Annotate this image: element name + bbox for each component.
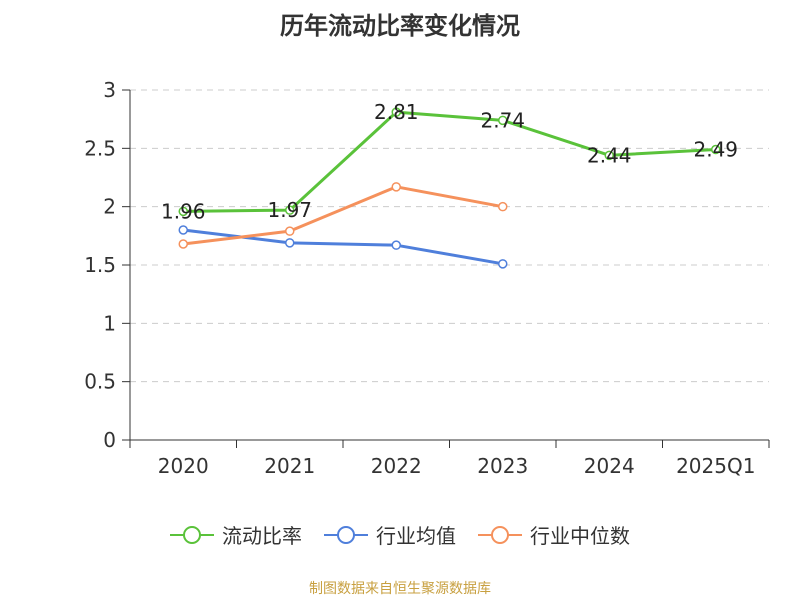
data-point: [391, 107, 401, 117]
data-labels: 1.96 1.97 2.81 2.74 2.44 2.49: [161, 100, 738, 223]
y-tick-label: 0: [103, 428, 116, 452]
data-point: [391, 182, 401, 192]
series-line-0: [183, 110, 716, 213]
data-point: [178, 206, 188, 217]
source-note: 制图数据来自恒生聚源数据库: [309, 581, 491, 597]
y-tick-label: 0.5: [84, 370, 116, 394]
series-line-2: [183, 185, 504, 246]
legend-marker-current-ratio: [170, 525, 214, 544]
chart-title: 历年流动比率变化情况: [280, 12, 520, 40]
data-point: [711, 144, 721, 155]
legend-item-current-ratio[interactable]: 流动比率: [170, 520, 302, 549]
x-tick-label: 2021: [264, 454, 315, 478]
legend-item-industry-mean[interactable]: 行业均值: [324, 520, 456, 549]
series-line-1: [183, 228, 504, 266]
x-tick-label: 2023: [477, 454, 528, 478]
x-tick-label: 2020: [158, 454, 209, 478]
legend: 流动比率 行业均值 行业中位数: [0, 520, 800, 549]
x-tick-label: 2022: [371, 454, 422, 478]
y-tick-label: 1: [103, 311, 116, 335]
data-point: [498, 259, 508, 269]
data-point: [178, 239, 188, 249]
data-point: [604, 150, 614, 161]
axes: 0 0.5 1 1.5 2 2.5 3 2020 2021 2022 2023 2024 2025Q1: [84, 78, 770, 478]
legend-item-industry-median[interactable]: 行业中位数: [478, 520, 630, 549]
legend-marker-industry-median: [478, 525, 522, 544]
data-point: [498, 201, 508, 212]
data-point: [285, 226, 295, 236]
x-tick-label: 2024: [584, 454, 635, 478]
data-label: 2.81: [374, 100, 419, 124]
data-point: [178, 225, 188, 235]
data-label: 2.74: [480, 108, 525, 132]
data-point: [285, 238, 295, 248]
y-tick-label: 2: [103, 195, 116, 219]
legend-label: 行业中位数: [530, 524, 630, 548]
y-tick-label: 1.5: [84, 253, 116, 277]
legend-label: 流动比率: [222, 524, 302, 548]
legend-marker-industry-mean: [324, 525, 368, 544]
data-label: 1.97: [267, 198, 312, 222]
y-tick-label: 3: [103, 78, 116, 102]
series-lines: [178, 107, 721, 269]
data-label: 1.96: [161, 199, 206, 223]
data-point: [391, 240, 401, 250]
data-label: 2.44: [587, 143, 632, 167]
data-point: [498, 115, 508, 126]
y-tick-label: 2.5: [84, 136, 116, 160]
legend-label: 行业均值: [376, 524, 456, 548]
data-point: [285, 205, 295, 215]
data-label: 2.49: [693, 138, 738, 162]
grid-lines: [130, 89, 769, 383]
x-tick-label: 2025Q1: [676, 454, 755, 478]
